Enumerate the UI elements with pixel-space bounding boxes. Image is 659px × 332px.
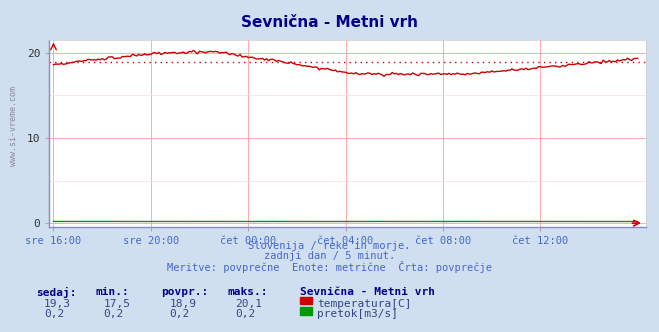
Text: 0,2: 0,2 xyxy=(169,309,190,319)
Text: min.:: min.: xyxy=(96,287,129,297)
Text: 0,2: 0,2 xyxy=(235,309,256,319)
Text: pretok[m3/s]: pretok[m3/s] xyxy=(317,309,398,319)
Text: 0,2: 0,2 xyxy=(44,309,65,319)
Text: Meritve: povprečne  Enote: metrične  Črta: povprečje: Meritve: povprečne Enote: metrične Črta:… xyxy=(167,261,492,273)
Text: temperatura[C]: temperatura[C] xyxy=(317,299,411,309)
Text: sedaj:: sedaj: xyxy=(36,287,76,298)
Text: Sevnična - Metni vrh: Sevnična - Metni vrh xyxy=(300,287,435,297)
Text: 17,5: 17,5 xyxy=(103,299,130,309)
Text: 20,1: 20,1 xyxy=(235,299,262,309)
Text: 0,2: 0,2 xyxy=(103,309,124,319)
Text: povpr.:: povpr.: xyxy=(161,287,209,297)
Text: www.si-vreme.com: www.si-vreme.com xyxy=(9,86,18,166)
Text: 19,3: 19,3 xyxy=(44,299,71,309)
Text: zadnji dan / 5 minut.: zadnji dan / 5 minut. xyxy=(264,251,395,261)
Text: Slovenija / reke in morje.: Slovenija / reke in morje. xyxy=(248,241,411,251)
Text: 18,9: 18,9 xyxy=(169,299,196,309)
Text: maks.:: maks.: xyxy=(227,287,268,297)
Text: Sevnična - Metni vrh: Sevnična - Metni vrh xyxy=(241,15,418,30)
